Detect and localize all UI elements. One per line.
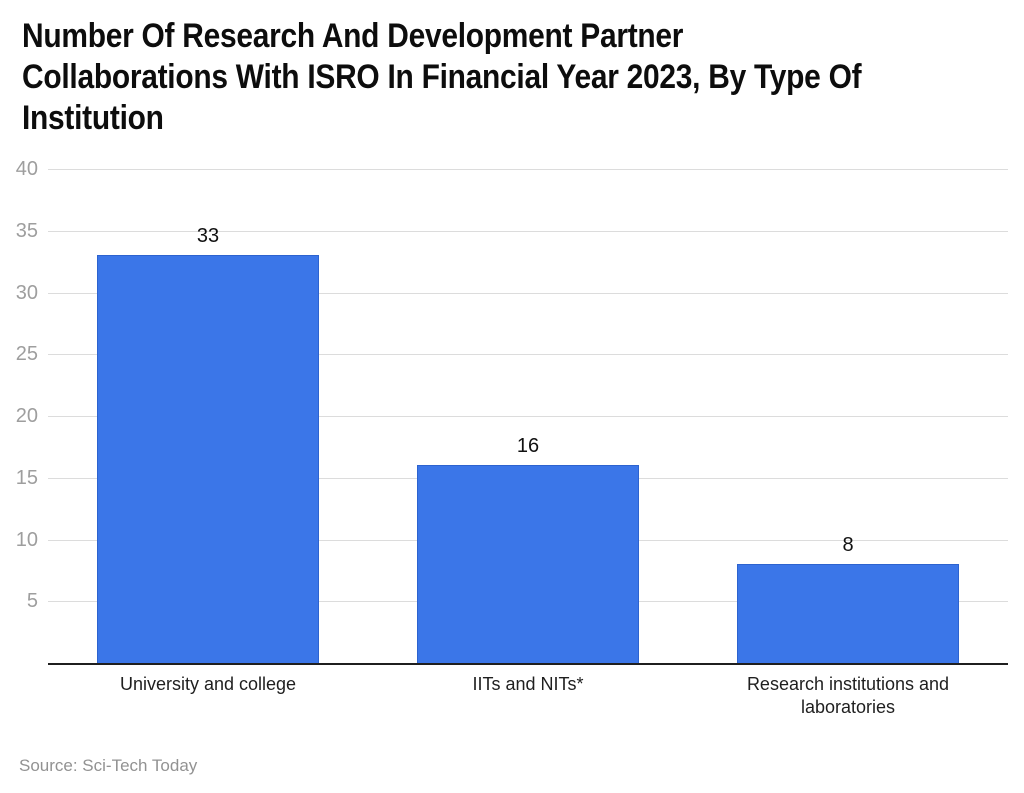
y-tick-label-5: 5 [26, 590, 38, 613]
chart-title-line-3: Institution [22, 99, 164, 137]
y-tick-label-35: 35 [15, 219, 38, 242]
y-tick-label-30: 30 [15, 281, 38, 304]
y-tick-label-20: 20 [15, 405, 38, 427]
chart-title-line-1: Number Of Research And Development Partn… [22, 17, 684, 55]
gridline-y-25 [48, 354, 1008, 356]
y-tick-label-15: 15 [15, 466, 38, 489]
plot-area: 33 16 8 [48, 169, 1008, 665]
gridline-y-35 [48, 230, 1008, 232]
y-tick-label-40: 40 [15, 158, 38, 180]
bar-research-institutions-and-laboratories [737, 564, 959, 663]
bar-iits-and-nits- [417, 465, 639, 663]
x-axis-label-research-institutions-and-laboratories: Research institutions and laboratories [746, 674, 950, 717]
gridline-y-40 [48, 169, 1008, 170]
x-axis-label-iits-and-nits-: IITs and NITs* [472, 674, 584, 694]
gridline-y-30 [48, 292, 1008, 294]
chart-title-line-2: Collaborations With ISRO In Financial Ye… [22, 58, 862, 96]
bar-value-label-16: 16 [516, 435, 540, 458]
y-tick-label-10: 10 [15, 528, 38, 551]
x-axis-line [48, 663, 1008, 665]
chart-title: Number Of Research And Development Partn… [22, 16, 862, 139]
gridline-y-20 [48, 416, 1008, 417]
bar-value-label-8: 8 [842, 534, 854, 557]
x-axis-label-university-and-college: University and college [119, 674, 297, 694]
bar-university-and-college [97, 255, 319, 663]
bar-value-label-33: 33 [196, 225, 220, 248]
source-caption: Source: Sci-Tech Today [19, 756, 198, 775]
y-tick-label-25: 25 [15, 343, 38, 366]
